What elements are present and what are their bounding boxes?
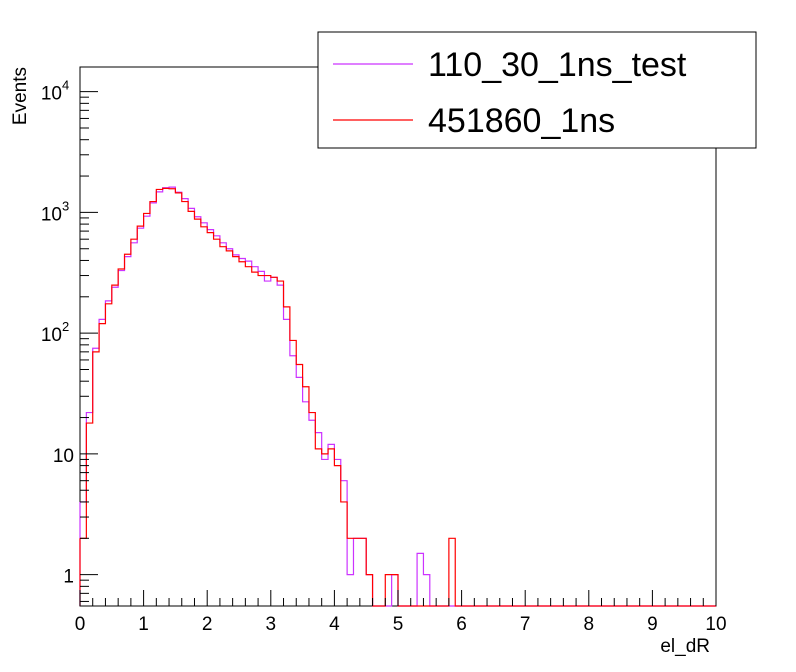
- y-tick-label: 10 4: [41, 78, 69, 105]
- y-tick-label: 1: [63, 567, 74, 588]
- y-tick-exponent: 2: [62, 319, 69, 334]
- x-tick-label: 2: [202, 614, 213, 635]
- x-tick-label: 1: [138, 614, 149, 635]
- x-tick-label: 10: [705, 614, 726, 635]
- y-tick-label: 10 2: [41, 319, 69, 346]
- x-tick-label: 7: [520, 614, 531, 635]
- y-tick-label: 10: [53, 446, 74, 467]
- legend: 110_30_1ns_test 451860_1ns: [317, 31, 757, 149]
- x-axis-title: el_dR: [660, 636, 710, 657]
- y-tick-exponent: 4: [62, 78, 69, 93]
- legend-box: [317, 31, 757, 149]
- series-layer: [79, 186, 716, 607]
- x-tick-label: 8: [584, 614, 595, 635]
- y-axis-title: Events: [10, 67, 31, 125]
- y-tick-label: 10 3: [41, 198, 69, 225]
- y-tick-base: 1: [63, 567, 74, 588]
- x-tick-label: 3: [266, 614, 277, 635]
- legend-label: 451860_1ns: [428, 102, 615, 140]
- y-tick-base: 10: [41, 204, 62, 225]
- y-tick-base: 10: [41, 84, 62, 105]
- x-axis: 0 1 2 3 4 5 6 7 8 9 10: [75, 590, 727, 635]
- legend-label: 110_30_1ns_test: [428, 46, 687, 84]
- series-line-1: [79, 186, 716, 607]
- x-tick-label: 9: [647, 614, 658, 635]
- y-tick-base: 10: [53, 446, 74, 467]
- x-tick-label: 6: [456, 614, 467, 635]
- x-tick-label: 4: [329, 614, 340, 635]
- y-tick-base: 10: [41, 325, 62, 346]
- x-tick-label: 0: [75, 614, 86, 635]
- series-line-2: [79, 187, 716, 607]
- y-tick-exponent: 3: [62, 198, 69, 213]
- x-tick-label: 5: [393, 614, 404, 635]
